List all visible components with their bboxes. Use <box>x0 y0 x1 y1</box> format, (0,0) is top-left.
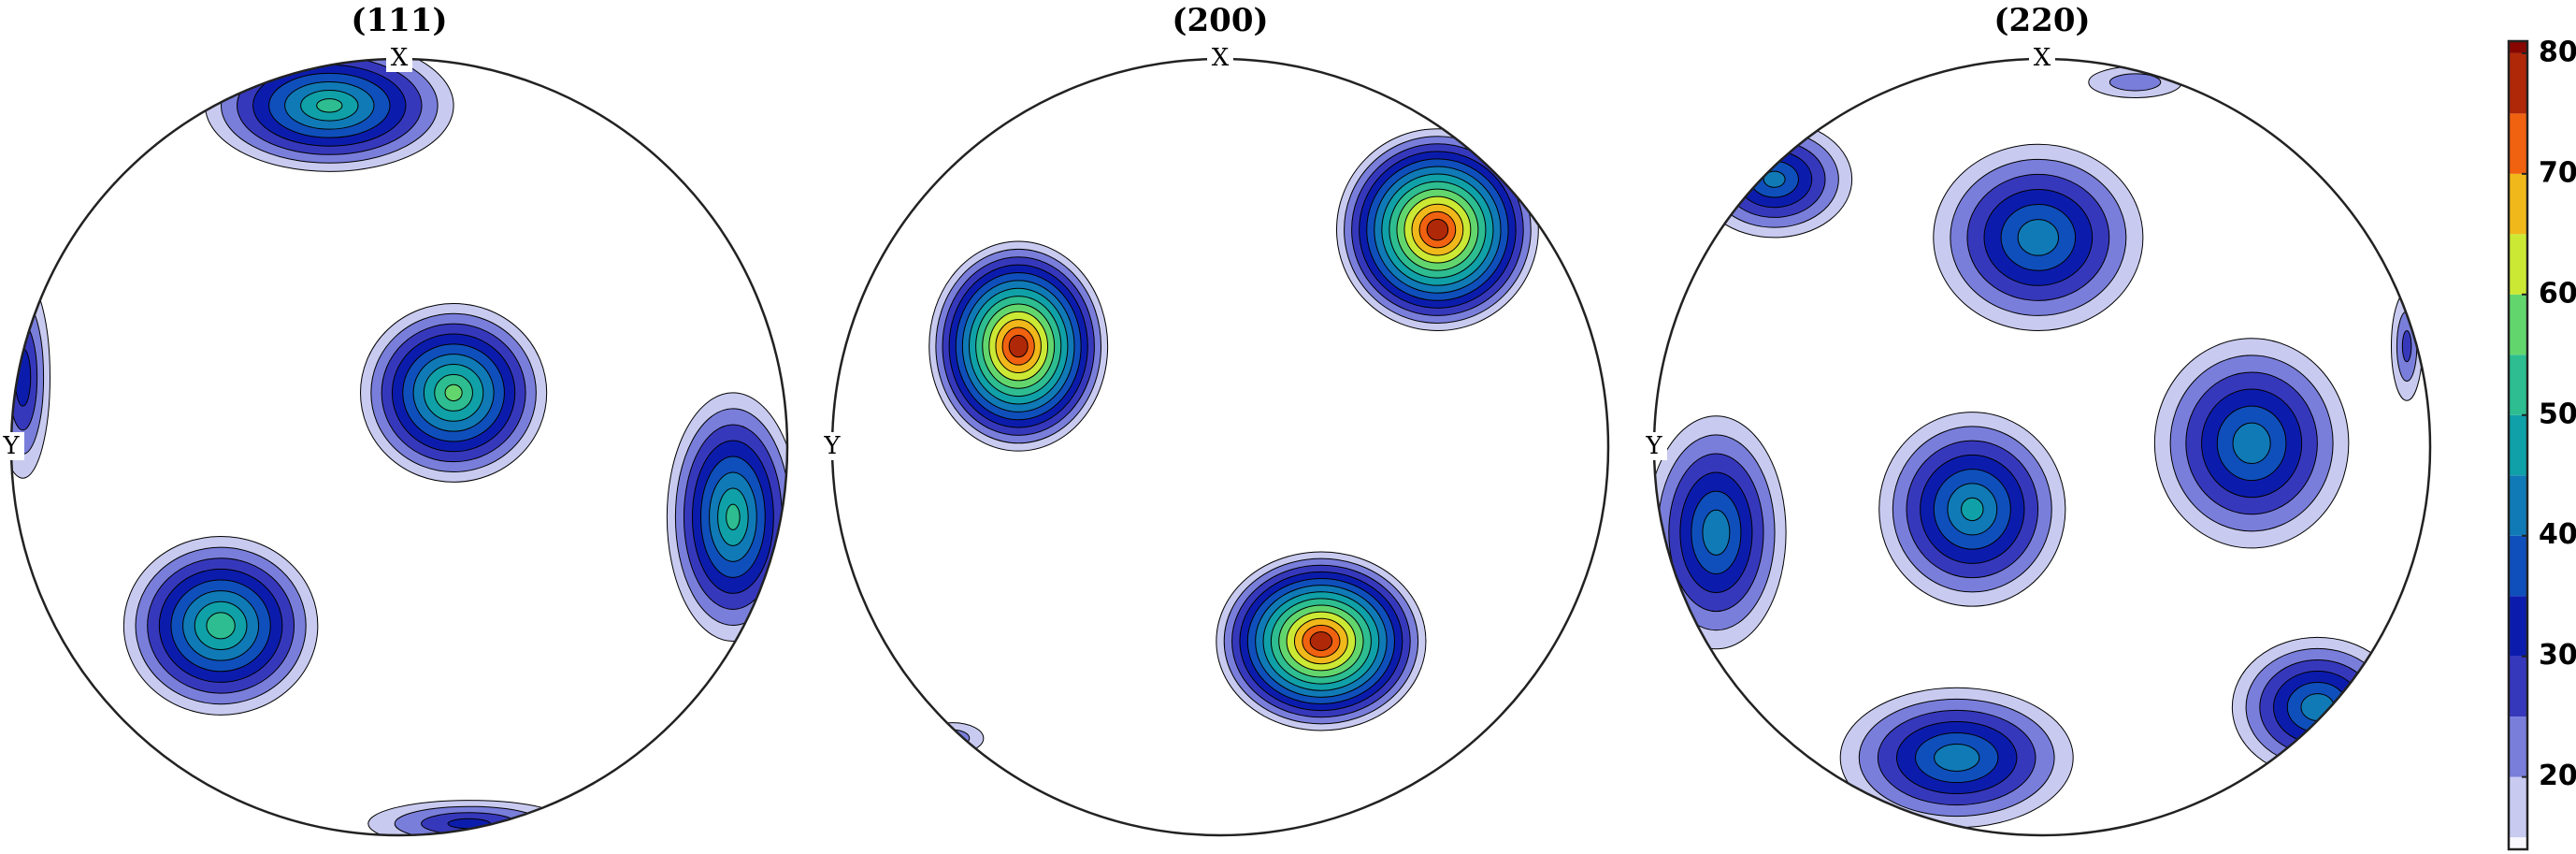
texture-peak <box>360 302 548 483</box>
contour-level <box>2232 422 2271 465</box>
contour-level <box>1763 170 1786 188</box>
colorbar-band <box>2509 355 2527 415</box>
texture-peak <box>1839 687 2074 829</box>
texture-peak <box>1696 120 1853 239</box>
colorbar-border <box>2507 39 2529 851</box>
y-axis-label: Y <box>1645 432 1662 460</box>
contour-level <box>2108 73 2162 92</box>
colorbar-band <box>2509 41 2527 53</box>
panel-title: (111) <box>351 2 447 39</box>
colorbar-tick-label: 20 <box>2539 760 2576 792</box>
colorbar-band <box>2509 535 2527 597</box>
label-bg <box>1207 44 1233 72</box>
texture-peak <box>1654 415 1787 650</box>
panel-title: (220) <box>1993 2 2090 39</box>
texture-peak <box>2231 636 2404 778</box>
texture-peak <box>1216 551 1427 731</box>
label-bg <box>819 432 845 460</box>
texture-peak <box>2153 338 2350 549</box>
contour-level <box>316 98 343 113</box>
colorbar-band <box>2509 716 2527 777</box>
colorbar-band <box>2509 656 2527 717</box>
colorbar-band <box>2509 173 2527 235</box>
colorbar-band <box>2509 776 2527 838</box>
contour-level <box>1426 218 1449 241</box>
colorbar-tick-label: 30 <box>2539 639 2576 672</box>
colorbar-band <box>2509 596 2527 657</box>
y-axis-label: Y <box>823 432 841 460</box>
contour-level <box>1934 744 1980 772</box>
label-bg <box>2029 44 2055 72</box>
x-axis-label: X <box>391 44 409 72</box>
x-axis-label: X <box>2034 44 2051 72</box>
texture-peak <box>367 800 571 835</box>
colorbar-tick-label: 50 <box>2539 398 2576 430</box>
contour-level <box>1961 497 1984 522</box>
colorbar-tick-label: 60 <box>2539 277 2576 310</box>
colorbar-band <box>2509 234 2527 295</box>
contour-level <box>1008 334 1029 358</box>
contour-level <box>726 503 741 530</box>
colorbar-band <box>2509 837 2527 849</box>
texture-peak <box>666 392 787 643</box>
label-bg <box>386 44 412 72</box>
contour-level <box>1702 509 1731 556</box>
colorbar-band <box>2509 113 2527 174</box>
pole-figure <box>11 59 787 835</box>
texture-peak <box>1933 143 2144 331</box>
pole-figure <box>920 128 1539 755</box>
texture-peak <box>1336 128 1539 332</box>
label-bg <box>1641 432 1667 460</box>
colorbar-band <box>2509 52 2527 114</box>
colorbar-tick-label: 80 <box>2539 36 2576 68</box>
colorbar-band <box>2509 294 2527 355</box>
contour-level <box>1309 631 1333 651</box>
contour-level <box>444 384 463 402</box>
colorbar-band <box>2509 414 2527 476</box>
contour-level <box>2017 219 2060 256</box>
panel-title: (200) <box>1172 2 1268 39</box>
x-axis-label: X <box>1212 44 1230 72</box>
y-axis-label: Y <box>2 432 20 460</box>
texture-peak <box>928 240 1109 452</box>
contour-level <box>2401 330 2412 363</box>
label-bg <box>0 432 24 460</box>
colorbar-tick-label: 40 <box>2539 518 2576 551</box>
texture-peak <box>1878 412 2066 607</box>
pole-figure <box>1654 65 2424 829</box>
colorbar-band <box>2509 475 2527 536</box>
colorbar-tick-label: 70 <box>2539 156 2576 189</box>
contour-level <box>206 612 236 640</box>
texture-peak <box>122 535 319 716</box>
